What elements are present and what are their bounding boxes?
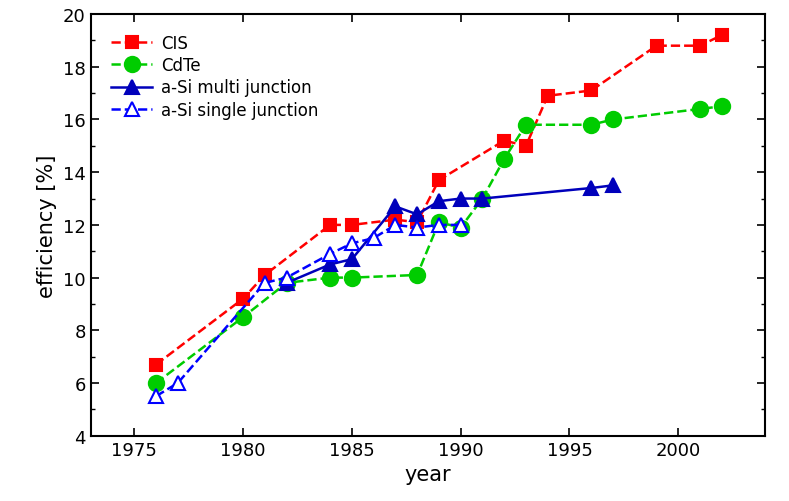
- CIS: [260, 273, 270, 279]
- a-Si single junction: [413, 225, 422, 231]
- a-Si multi junction: [413, 212, 422, 218]
- CIS: [347, 222, 357, 228]
- CIS: [391, 217, 400, 223]
- a-Si single junction: [151, 393, 161, 399]
- CIS: [717, 33, 727, 39]
- CIS: [652, 44, 661, 50]
- CdTe: [413, 273, 422, 279]
- CIS: [238, 296, 248, 302]
- CdTe: [477, 196, 487, 202]
- Line: a-Si single junction: a-Si single junction: [149, 218, 468, 403]
- CIS: [543, 94, 552, 100]
- CdTe: [347, 275, 357, 281]
- CIS: [499, 138, 509, 144]
- CdTe: [586, 122, 596, 128]
- Y-axis label: efficiency [%]: efficiency [%]: [37, 154, 58, 297]
- a-Si single junction: [434, 222, 443, 228]
- CIS: [522, 143, 531, 149]
- Legend: CIS, CdTe, a-Si multi junction, a-Si single junction: CIS, CdTe, a-Si multi junction, a-Si sin…: [104, 29, 325, 126]
- CdTe: [499, 157, 509, 163]
- a-Si single junction: [456, 222, 466, 228]
- a-Si single junction: [325, 252, 335, 258]
- a-Si single junction: [260, 280, 270, 286]
- a-Si single junction: [369, 235, 379, 241]
- CIS: [586, 88, 596, 94]
- a-Si multi junction: [391, 204, 400, 210]
- CdTe: [282, 280, 291, 286]
- CIS: [151, 362, 161, 368]
- a-Si multi junction: [282, 280, 291, 286]
- CIS: [434, 178, 443, 184]
- a-Si multi junction: [347, 257, 357, 263]
- CdTe: [522, 122, 531, 128]
- CdTe: [151, 380, 161, 386]
- a-Si single junction: [391, 222, 400, 228]
- a-Si multi junction: [434, 199, 443, 205]
- CIS: [325, 222, 335, 228]
- CdTe: [717, 104, 727, 110]
- a-Si multi junction: [456, 196, 466, 202]
- a-Si multi junction: [608, 183, 618, 189]
- CIS: [695, 44, 705, 50]
- CIS: [413, 220, 422, 226]
- a-Si multi junction: [586, 185, 596, 191]
- CdTe: [608, 117, 618, 123]
- CdTe: [695, 107, 705, 113]
- a-Si single junction: [173, 380, 182, 386]
- CdTe: [456, 225, 466, 231]
- a-Si single junction: [347, 241, 357, 247]
- a-Si multi junction: [325, 262, 335, 268]
- CdTe: [238, 315, 248, 321]
- Line: CdTe: CdTe: [148, 100, 730, 391]
- X-axis label: year: year: [405, 464, 451, 484]
- CdTe: [325, 275, 335, 281]
- Line: a-Si multi junction: a-Si multi junction: [279, 179, 620, 290]
- Line: CIS: CIS: [150, 30, 728, 371]
- CdTe: [434, 220, 443, 226]
- a-Si single junction: [282, 275, 291, 281]
- a-Si multi junction: [477, 196, 487, 202]
